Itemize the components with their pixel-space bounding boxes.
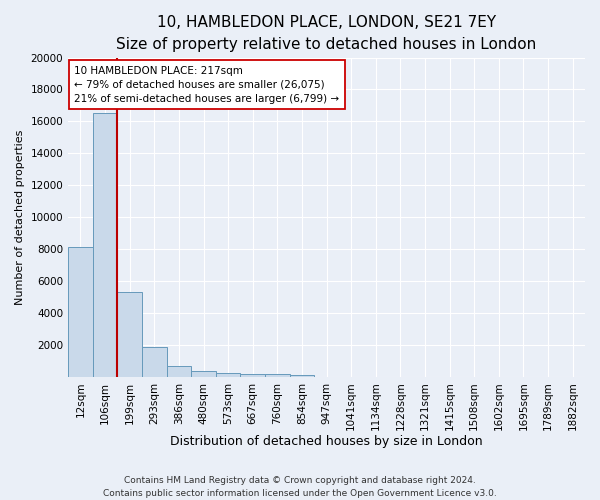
Bar <box>142 347 167 376</box>
Bar <box>118 292 142 376</box>
Text: 10 HAMBLEDON PLACE: 217sqm
← 79% of detached houses are smaller (26,075)
21% of : 10 HAMBLEDON PLACE: 217sqm ← 79% of deta… <box>74 66 340 104</box>
Bar <box>191 372 216 376</box>
Y-axis label: Number of detached properties: Number of detached properties <box>15 130 25 305</box>
Bar <box>68 248 93 376</box>
Bar <box>216 373 241 376</box>
X-axis label: Distribution of detached houses by size in London: Distribution of detached houses by size … <box>170 434 483 448</box>
Text: Contains HM Land Registry data © Crown copyright and database right 2024.
Contai: Contains HM Land Registry data © Crown c… <box>103 476 497 498</box>
Bar <box>93 114 118 376</box>
Bar <box>265 374 290 376</box>
Bar <box>290 374 314 376</box>
Bar <box>241 374 265 376</box>
Bar <box>167 366 191 376</box>
Title: 10, HAMBLEDON PLACE, LONDON, SE21 7EY
Size of property relative to detached hous: 10, HAMBLEDON PLACE, LONDON, SE21 7EY Si… <box>116 15 537 52</box>
